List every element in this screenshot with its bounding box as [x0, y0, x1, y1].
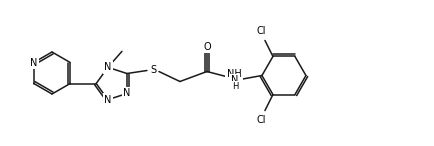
Text: S: S — [150, 65, 156, 74]
Text: N: N — [123, 88, 131, 99]
Text: Cl: Cl — [256, 26, 266, 36]
Text: N: N — [30, 58, 37, 67]
Text: H: H — [232, 82, 238, 91]
Text: N: N — [104, 62, 112, 72]
Text: O: O — [203, 41, 211, 52]
Text: N: N — [231, 74, 239, 85]
Text: NH
H: NH H — [227, 69, 241, 90]
Text: Cl: Cl — [256, 115, 266, 125]
Text: N: N — [104, 95, 112, 105]
